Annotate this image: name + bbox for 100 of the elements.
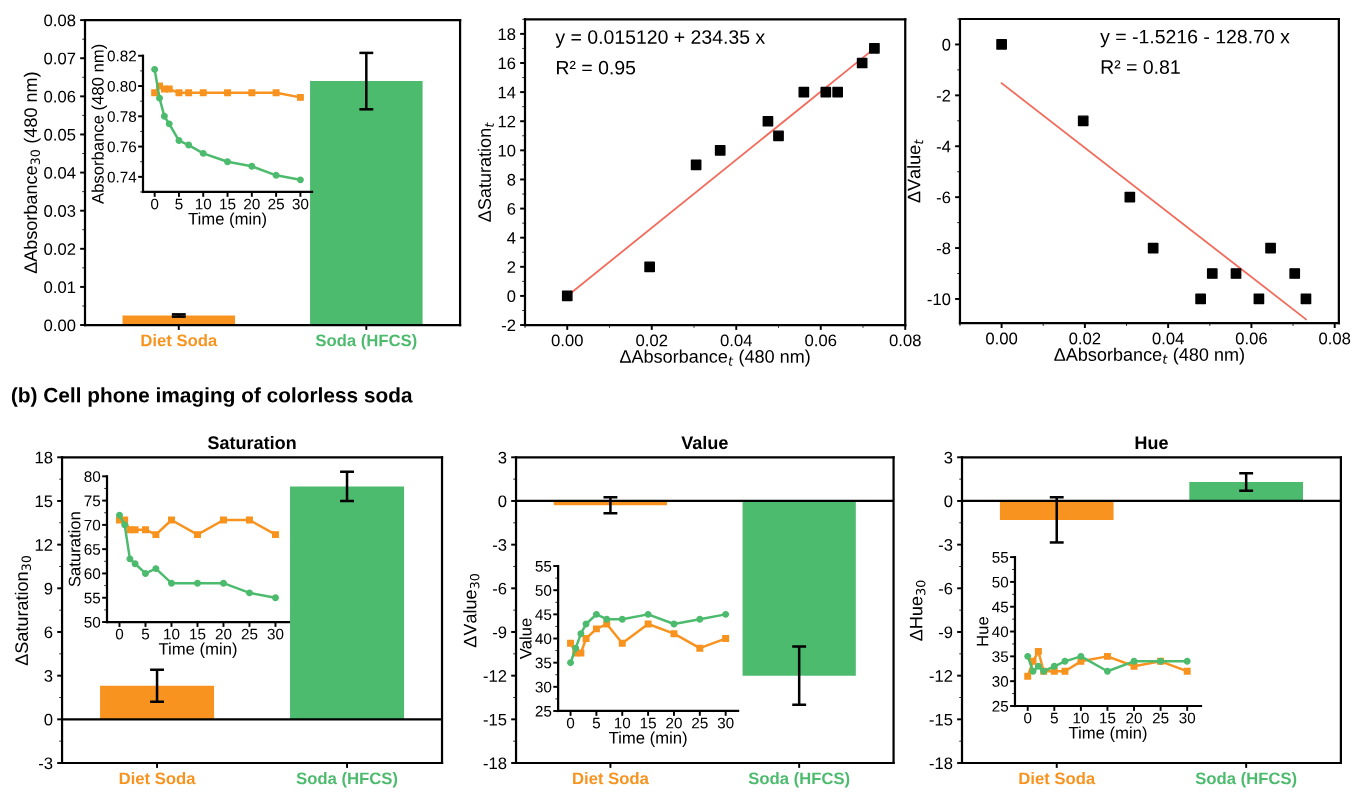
y-tick-label: 4 — [507, 232, 516, 244]
y-tick-label: 50 — [992, 576, 1009, 588]
y-tick-label: 2 — [507, 261, 516, 273]
y-tick-label: -9 — [492, 626, 507, 639]
y-tick-label: 3 — [44, 670, 53, 682]
y-tick-label: 45 — [535, 609, 552, 621]
y-tick-label: 60 — [84, 568, 101, 580]
y-axis-title: Saturation — [68, 512, 81, 587]
x-tick-label: Soda (HFCS) — [1195, 772, 1297, 788]
y-tick-label: 9 — [44, 582, 53, 595]
y-axis-title: Absorbance (480 nm) — [91, 44, 108, 204]
x-tick-label: Soda (HFCS) — [296, 772, 398, 788]
y-tick-label: -18 — [929, 757, 953, 770]
y-tick-label: -2 — [501, 319, 516, 332]
y-tick-label: -8 — [936, 242, 951, 255]
x-tick-label: 25 — [1152, 712, 1169, 724]
y-tick-label: -4 — [936, 140, 951, 153]
x-tick-label: Soda (HFCS) — [315, 334, 417, 350]
y-tick-label: 0.04 — [44, 166, 76, 179]
y-axis-title: ΔValue$_{30}$ — [463, 574, 480, 648]
y-tick-label: -3 — [938, 539, 953, 551]
annotation: R² = 0.95 — [557, 60, 636, 75]
y-tick-label: 0 — [507, 290, 516, 303]
x-tick-label: 0.08 — [1319, 332, 1351, 345]
y-tick-label: -12 — [929, 670, 953, 682]
y-axis-title: ΔHue$_{30}$ — [909, 580, 926, 641]
x-tick-label: 25 — [268, 198, 284, 210]
y-tick-label: 14 — [498, 86, 516, 99]
x-tick-label: 30 — [292, 198, 309, 210]
x-tick-label: 5 — [141, 628, 150, 640]
x-axis-title: ΔAbsorbance$_{t}$ (480 nm) — [1054, 347, 1244, 365]
y-axis-title: Value — [519, 618, 532, 660]
y-tick-label: 3 — [498, 451, 507, 464]
y-tick-label: 75 — [84, 495, 101, 507]
y-tick-label: 10 — [498, 144, 516, 157]
y-tick-label: 12 — [498, 115, 516, 128]
x-tick-label: 15 — [220, 198, 236, 210]
y-tick-label: 0 — [944, 495, 953, 508]
x-tick-label: Diet Soda — [141, 334, 218, 347]
y-tick-label: 65 — [84, 544, 101, 555]
chart-title: Value — [681, 435, 728, 450]
y-tick-label: 25 — [992, 700, 1009, 712]
y-tick-label: 6 — [44, 626, 53, 639]
y-tick-label: 40 — [535, 633, 552, 645]
x-tick-label: 15 — [190, 628, 206, 640]
x-tick-label: 20 — [1126, 712, 1142, 724]
y-tick-label: 0 — [942, 38, 951, 51]
x-tick-label: 5 — [592, 717, 601, 729]
y-tick-label: -15 — [929, 713, 953, 726]
y-tick-label: 0.00 — [44, 319, 76, 332]
y-tick-label: 15 — [35, 495, 53, 508]
x-axis-title: Time (min) — [158, 642, 237, 659]
x-tick-label: 10 — [614, 717, 631, 729]
y-tick-label: 18 — [498, 28, 516, 41]
y-tick-label: 0.05 — [44, 128, 76, 141]
x-tick-label: 20 — [666, 717, 682, 729]
y-tick-label: 0.01 — [44, 281, 76, 294]
y-tick-label: 30 — [535, 681, 552, 693]
y-tick-label: 55 — [535, 561, 552, 572]
y-tick-label: 0.80 — [107, 80, 137, 92]
x-tick-label: 0.04 — [720, 334, 752, 347]
y-tick-label: 50 — [535, 585, 552, 596]
y-tick-label: -6 — [492, 582, 507, 595]
y-tick-label: 0 — [498, 495, 507, 508]
y-axis-title: ΔSaturation$_{30}$ — [14, 555, 32, 666]
chart-title: Saturation — [207, 435, 296, 450]
x-tick-label: 20 — [215, 628, 232, 640]
x-tick-label: 20 — [244, 198, 260, 210]
x-tick-label: Diet Soda — [1019, 772, 1096, 785]
y-tick-label: -3 — [38, 757, 53, 770]
y-tick-label: 0.82 — [107, 50, 136, 62]
x-tick-label: 10 — [1073, 712, 1089, 724]
y-tick-label: 50 — [84, 616, 101, 628]
y-axis-title: ΔValue$_{t}$ — [907, 139, 924, 203]
y-tick-label: 0.78 — [107, 111, 137, 122]
y-tick-label: 8 — [507, 173, 516, 186]
y-tick-label: 55 — [84, 592, 101, 604]
annotation: y = -1.5216 - 128.70 x — [1100, 29, 1290, 48]
x-axis-title: ΔAbsorbance$_{t}$ (480 nm) — [619, 349, 810, 367]
y-tick-label: -2 — [936, 89, 951, 102]
x-tick-label: 15 — [1100, 712, 1116, 724]
chart-title: Hue — [1135, 436, 1168, 450]
y-tick-label: 70 — [84, 519, 101, 531]
x-tick-label: 0.04 — [1152, 332, 1184, 345]
y-tick-label: 35 — [535, 657, 552, 669]
x-tick-label: 30 — [717, 717, 734, 729]
x-tick-label: Soda (HFCS) — [748, 772, 850, 788]
y-tick-label: 0.76 — [107, 141, 137, 153]
y-tick-label: 0.08 — [44, 14, 76, 27]
y-tick-label: -6 — [938, 582, 953, 595]
x-tick-label: Diet Soda — [119, 772, 196, 785]
y-tick-label: -3 — [492, 539, 507, 551]
y-tick-label: 55 — [992, 552, 1009, 563]
y-tick-label: 12 — [35, 539, 53, 551]
y-tick-label: 6 — [507, 202, 516, 215]
x-tick-label: 0.02 — [1069, 332, 1101, 345]
x-tick-label: 25 — [692, 717, 708, 729]
x-tick-label: 15 — [640, 717, 656, 729]
y-tick-label: -18 — [483, 757, 507, 770]
x-axis-title: Time (min) — [188, 212, 266, 228]
